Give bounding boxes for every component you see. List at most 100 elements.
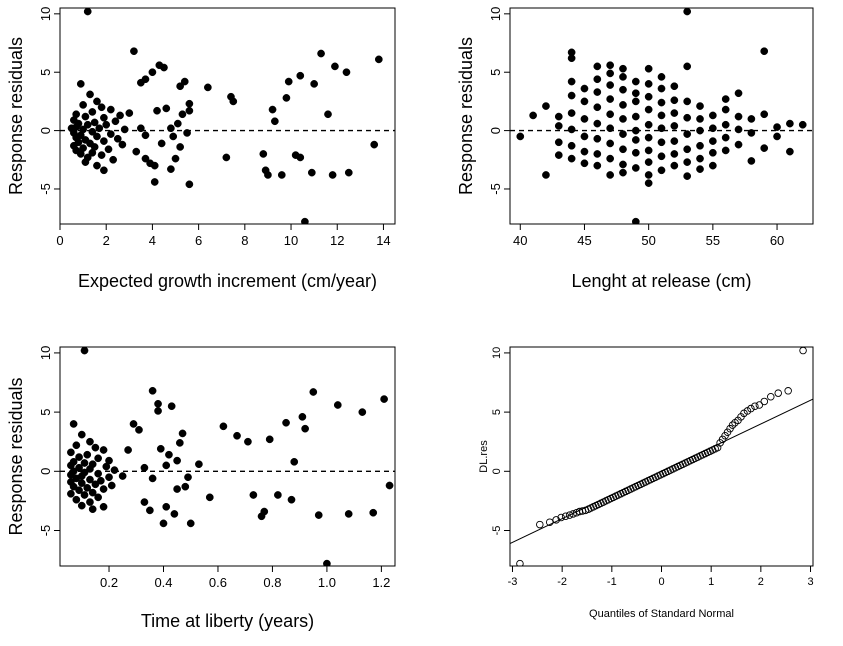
data-point	[167, 124, 175, 133]
data-point	[99, 502, 108, 511]
data-point	[657, 152, 666, 161]
data-point	[167, 402, 176, 411]
data-point	[222, 153, 231, 162]
data-point	[670, 137, 679, 145]
x-tick-label: 50	[641, 233, 655, 248]
data-point	[657, 124, 666, 133]
data-point	[86, 475, 94, 484]
data-point	[734, 112, 743, 121]
data-point	[148, 68, 157, 77]
data-point	[110, 466, 119, 474]
data-point	[296, 153, 305, 162]
data-point	[72, 441, 81, 450]
y-axis-label: Response residuals	[456, 37, 476, 195]
data-point	[631, 77, 640, 86]
data-point	[370, 140, 379, 149]
plot-frame	[59, 7, 396, 225]
data-point	[567, 141, 576, 150]
data-point	[259, 150, 268, 158]
data-point	[331, 62, 339, 71]
data-point	[709, 137, 717, 145]
x-tick-label: 8	[241, 233, 248, 248]
data-point	[86, 465, 94, 473]
data-point	[657, 84, 666, 93]
data-point	[79, 101, 87, 109]
plot-frame	[59, 346, 396, 567]
data-point	[606, 69, 614, 78]
data-point	[747, 115, 756, 123]
data-point	[67, 448, 75, 457]
plot-frame	[509, 346, 814, 567]
data-point	[93, 132, 101, 141]
data-point	[529, 111, 537, 120]
data-point	[554, 151, 563, 159]
data-point	[94, 454, 102, 463]
data-point	[644, 133, 653, 142]
data-point	[670, 109, 679, 117]
data-point	[683, 130, 692, 138]
data-point	[150, 161, 159, 170]
data-point	[683, 113, 692, 122]
data-point	[644, 105, 653, 114]
data-point	[644, 179, 653, 187]
data-point	[798, 120, 807, 129]
data-point	[593, 161, 602, 170]
data-point	[153, 106, 161, 115]
data-point	[184, 473, 192, 482]
data-point	[728, 421, 737, 429]
x-tick-label: 0	[658, 576, 664, 588]
data-point	[784, 387, 792, 395]
plot-area	[510, 8, 813, 224]
data-point	[565, 511, 574, 519]
y-tick-label: 5	[38, 69, 53, 76]
x-tick-label: 55	[706, 233, 720, 248]
data-point	[167, 165, 175, 173]
data-point	[100, 137, 108, 145]
data-point	[696, 115, 704, 123]
data-point	[545, 518, 554, 526]
data-point	[159, 519, 168, 528]
data-point	[554, 122, 563, 130]
data-point	[631, 112, 640, 121]
data-point	[606, 61, 614, 70]
data-point	[106, 105, 115, 114]
data-point	[140, 498, 149, 506]
y-tick-label: 0	[491, 468, 503, 474]
data-point	[567, 154, 576, 163]
data-point	[88, 108, 97, 116]
data-point	[76, 80, 85, 88]
data-point	[619, 101, 627, 109]
panel-2: 40 45 50 55 60 -5 0 5 10 Lenght at release (cm) Re…	[456, 7, 814, 291]
x-tick-label: 45	[577, 233, 591, 248]
x-tick-label: 2	[758, 576, 764, 588]
y-tick-label: 10	[38, 7, 53, 21]
data-point	[69, 482, 78, 491]
data-point	[290, 457, 299, 466]
plot-area	[510, 347, 813, 566]
data-point	[696, 126, 704, 135]
data-point	[287, 495, 296, 504]
data-point	[157, 139, 166, 148]
data-point	[721, 95, 730, 103]
data-point	[683, 97, 692, 106]
x-tick-label: 12	[330, 233, 344, 248]
data-point	[77, 501, 86, 510]
data-point	[593, 150, 602, 158]
data-point	[709, 124, 717, 133]
data-point	[75, 453, 83, 461]
data-point	[696, 165, 704, 173]
data-point	[619, 168, 627, 177]
data-point	[97, 476, 105, 485]
data-point	[380, 395, 388, 403]
data-point	[580, 159, 589, 168]
data-point	[696, 102, 704, 110]
data-point	[619, 145, 627, 154]
data-point	[83, 484, 92, 492]
data-point	[94, 469, 102, 478]
data-point	[156, 444, 165, 453]
data-point	[328, 171, 337, 179]
data-point	[141, 131, 150, 140]
data-point	[644, 146, 653, 155]
data-point	[91, 480, 100, 489]
data-point	[696, 154, 704, 163]
